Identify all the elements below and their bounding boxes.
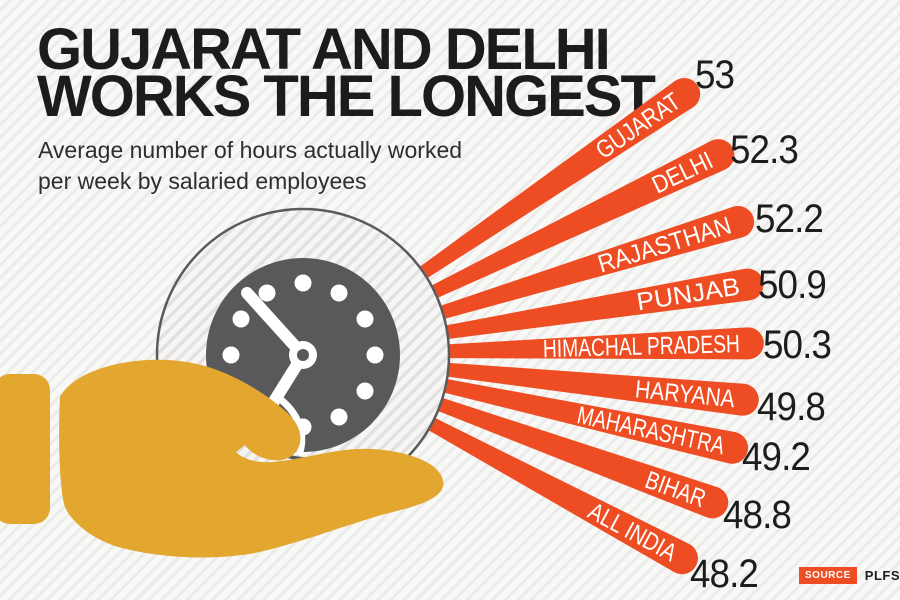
ray-label-himachal-pradesh: HIMACHAL PRADESH: [543, 330, 741, 363]
value-haryana: 49.8: [757, 385, 825, 430]
ray-label-haryana: HARYANA: [634, 375, 737, 413]
hand-palm: [59, 359, 444, 558]
value-maharashtra: 49.2: [742, 435, 810, 480]
page-subtitle: Average number of hours actually worked p…: [38, 137, 463, 194]
source-name: PLFS: [864, 568, 900, 583]
ray-himachal-pradesh: HIMACHAL PRADESH: [402, 327, 764, 363]
ray-label-gujarat: GUJARAT: [591, 87, 686, 164]
ray-label-delhi: DELHI: [648, 146, 718, 199]
page-title: GUJARAT AND DELHI WORKS THE LONGEST: [37, 17, 656, 129]
hand-gap-highlight: [272, 392, 306, 456]
value-himachal-pradesh: 50.3: [763, 323, 831, 368]
hand-cuff: [0, 374, 50, 524]
value-gujarat: 53: [695, 53, 734, 98]
source-badge: SOURCE: [799, 567, 857, 584]
value-punjab: 50.9: [758, 263, 826, 308]
ray-label-all-india: ALL INDIA: [583, 497, 681, 567]
value-all-india: 48.2: [690, 552, 758, 597]
value-delhi: 52.3: [730, 128, 798, 173]
value-bihar: 48.8: [723, 493, 791, 538]
source-attribution: SOURCE PLFS: [799, 567, 900, 584]
ray-label-punjab: PUNJAB: [635, 273, 742, 317]
values-group: 53 52.3 52.2 50.9 50.3 49.8 49.2 48.8 48…: [690, 53, 832, 597]
ray-label-bihar: BIHAR: [642, 466, 710, 513]
value-rajasthan: 52.2: [755, 197, 823, 242]
clock-center-dot: [297, 349, 309, 361]
hand-icon: [0, 359, 444, 558]
